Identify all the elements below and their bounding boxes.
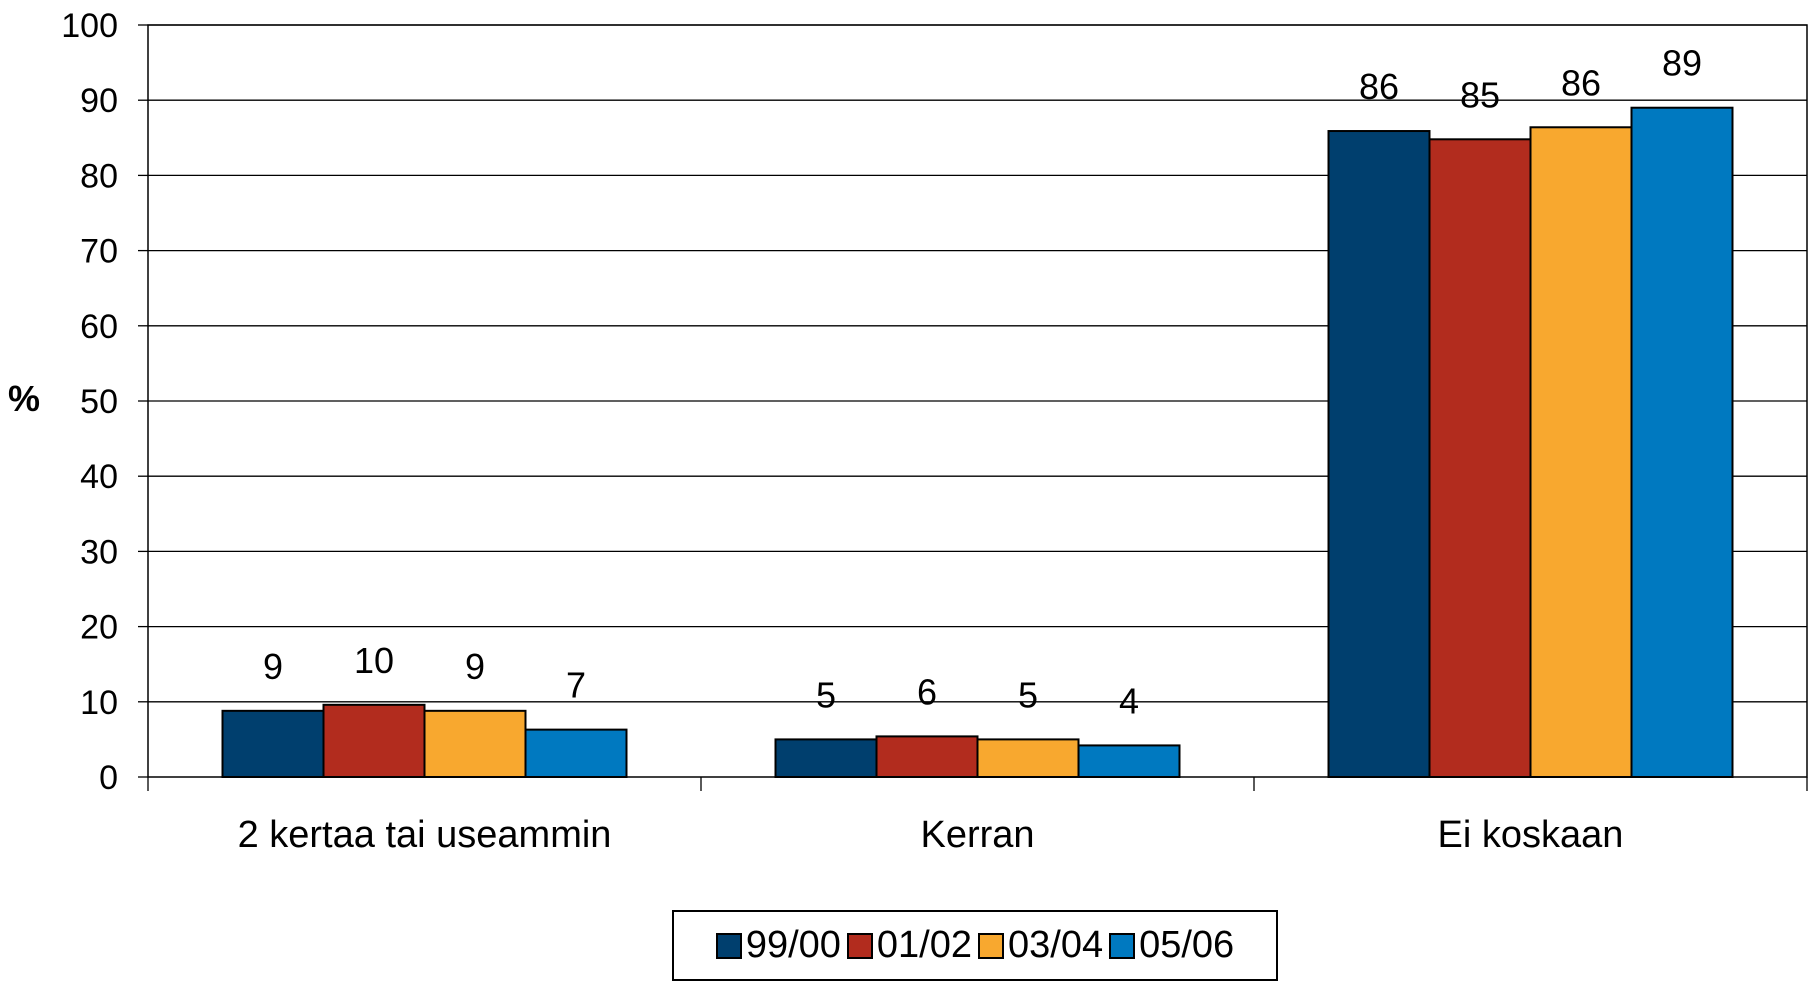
bar [1630, 106, 1734, 779]
y-tick-label: 10 [80, 684, 118, 722]
bar [774, 738, 878, 779]
data-label: 86 [1359, 66, 1399, 107]
bar [1529, 126, 1633, 779]
legend-item: 03/04 [978, 924, 1103, 967]
y-tick-label: 80 [80, 157, 118, 195]
data-label: 10 [354, 640, 394, 681]
legend-item: 05/06 [1109, 924, 1234, 967]
legend-label: 03/04 [1008, 924, 1104, 966]
data-label: 4 [1119, 680, 1139, 721]
y-tick-label: 100 [61, 7, 118, 45]
y-axis-label: % [8, 378, 41, 419]
data-label: 86 [1561, 62, 1601, 103]
data-label: 89 [1662, 43, 1702, 84]
data-label: 7 [566, 665, 586, 706]
x-tick-label: Kerran [920, 814, 1034, 856]
y-tick-label: 0 [99, 759, 118, 797]
y-tick-label: 90 [80, 82, 118, 120]
y-tick-label: 30 [80, 533, 118, 571]
legend: 99/00 01/02 03/04 05/06 [672, 910, 1278, 981]
x-tick-label: Ei koskaan [1438, 814, 1624, 856]
legend-item: 01/02 [846, 924, 972, 967]
y-tick-label: 20 [80, 609, 118, 647]
legend-label: 01/02 [876, 924, 972, 966]
bar [976, 738, 1080, 779]
x-tick-label: 2 kertaa tai useammin [238, 814, 612, 856]
data-label: 9 [263, 646, 283, 687]
data-label: 5 [816, 674, 836, 715]
data-label: 6 [917, 671, 937, 712]
bar [1327, 130, 1431, 779]
legend-label: 99/00 [745, 924, 841, 966]
data-label: 9 [465, 646, 485, 687]
legend-item: 99/00 [715, 924, 841, 967]
y-tick-label: 60 [80, 308, 118, 346]
data-label: 85 [1460, 74, 1500, 115]
legend-swatch [978, 932, 1004, 959]
legend-swatch [715, 932, 742, 959]
legend-swatch [1109, 932, 1136, 959]
data-label: 5 [1018, 674, 1038, 715]
bar [524, 728, 628, 779]
bar [221, 709, 325, 778]
bar [1428, 138, 1532, 778]
y-tick-label: 70 [80, 233, 118, 271]
y-tick-label: 50 [80, 383, 118, 421]
legend-label: 05/06 [1139, 924, 1235, 966]
bar [875, 735, 979, 779]
bar [322, 703, 426, 778]
y-tick-label: 40 [80, 458, 118, 496]
bar [1077, 744, 1181, 779]
legend-swatch [846, 932, 873, 959]
bar [423, 709, 527, 778]
